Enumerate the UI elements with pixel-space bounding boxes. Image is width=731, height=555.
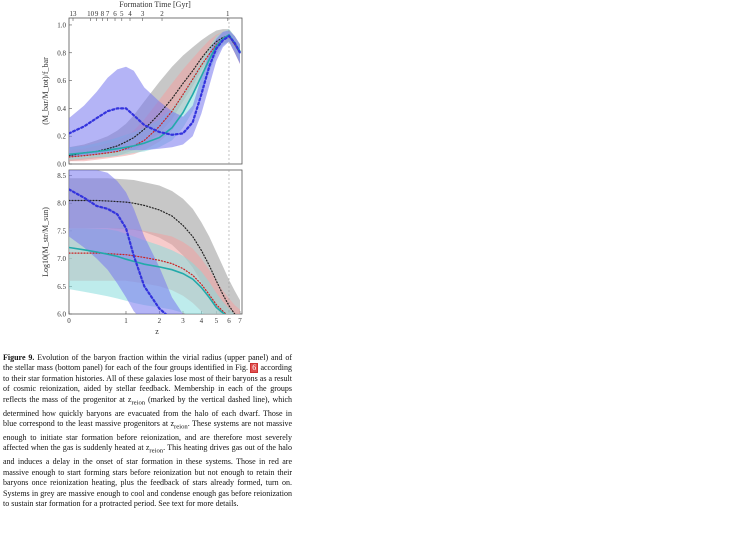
grey-median-line — [69, 199, 236, 314]
x-tick-label: 4 — [200, 317, 204, 325]
y-tick-label: 0.6 — [57, 77, 66, 85]
caption-subscript: reion — [174, 423, 188, 431]
caption-text-b: according to their star formation histor… — [3, 363, 292, 404]
x-tick-label: 6 — [227, 317, 231, 325]
y-tick-label: 7.5 — [57, 227, 66, 235]
caption-text-d: . These systems are not massive enough t… — [3, 419, 292, 453]
top-tick-label: 2 — [160, 10, 164, 18]
top-tick-label: 6 — [113, 10, 117, 18]
y-tick-label: 0.0 — [57, 161, 66, 169]
blue-median-line — [69, 188, 168, 314]
blue-median-line — [69, 34, 242, 136]
top-tick-label: 13 — [70, 10, 78, 18]
x-tick-label: 7 — [238, 317, 242, 325]
caption-subscript: reion — [131, 399, 146, 407]
y-tick-label: 6.5 — [57, 283, 66, 291]
cyan-median-line — [69, 33, 241, 156]
baryon-fraction-panel: Formation Time [Gyr] 13 10 9 8 7 6 5 4 3 2 1 0.0 0.… — [41, 0, 243, 169]
x-tick-label: 0 — [67, 317, 71, 325]
figure-9: Formation Time [Gyr] 13 10 9 8 7 6 5 4 3 2 1 0.00.… — [41, 0, 243, 336]
top-tick-label: 4 — [128, 10, 132, 18]
cyan-median-line — [69, 246, 227, 314]
top-tick-label: 5 — [120, 10, 124, 18]
x-tick-label: 1 — [124, 317, 128, 325]
y-tick-label: 8.0 — [57, 200, 66, 208]
y-tick-label: 1.0 — [57, 21, 66, 29]
y-tick-label: 0.4 — [57, 105, 66, 113]
top-axis-title: Formation Time [Gyr] — [119, 0, 191, 9]
blue-band — [69, 30, 240, 157]
upper-plot-frame — [68, 17, 243, 165]
caption-label: Figure 9. — [3, 353, 35, 362]
upper-y-axis-title: (M_bar/M_tot)/f_bar — [41, 57, 50, 125]
x-tick-label: 5 — [215, 317, 219, 325]
x-tick-label: 2 — [158, 317, 162, 325]
figure-reference-link[interactable]: 6 — [250, 363, 259, 374]
caption-text-e: . This heating drives gas out of the hal… — [3, 443, 292, 509]
caption-subscript: reion — [149, 448, 164, 456]
top-axis-ticks: 13 10 9 8 7 6 5 4 3 2 1 — [70, 10, 230, 21]
caption-text-a: Evolution of the baryon fraction within … — [3, 353, 292, 373]
lower-x-axis-title: z — [155, 327, 159, 336]
top-tick-label: 3 — [141, 10, 145, 18]
y-tick-label: 8.5 — [57, 172, 66, 180]
top-tick-label: 7 — [106, 10, 110, 18]
lower-lines — [69, 188, 236, 314]
x-tick-label: 3 — [181, 317, 185, 325]
top-tick-label: 8 — [101, 10, 105, 18]
caption-text-c: (marked by the vertical dashed line), wh… — [3, 394, 292, 429]
grey-median-line — [69, 35, 241, 157]
y-tick-label: 6.0 — [57, 311, 66, 319]
figure-caption: Figure 9. Evolution of the baryon fracti… — [3, 353, 292, 509]
top-tick-label: 1 — [226, 10, 230, 18]
top-tick-label: 10 — [87, 10, 95, 18]
lower-y-axis-title: Log10(M_str/M_sun) — [41, 207, 50, 277]
y-tick-label: 7.0 — [57, 255, 66, 263]
y-tick-label: 0.8 — [57, 49, 66, 57]
y-tick-label: 0.2 — [57, 133, 66, 141]
top-tick-label: 9 — [95, 10, 99, 18]
upper-lines — [69, 33, 242, 158]
